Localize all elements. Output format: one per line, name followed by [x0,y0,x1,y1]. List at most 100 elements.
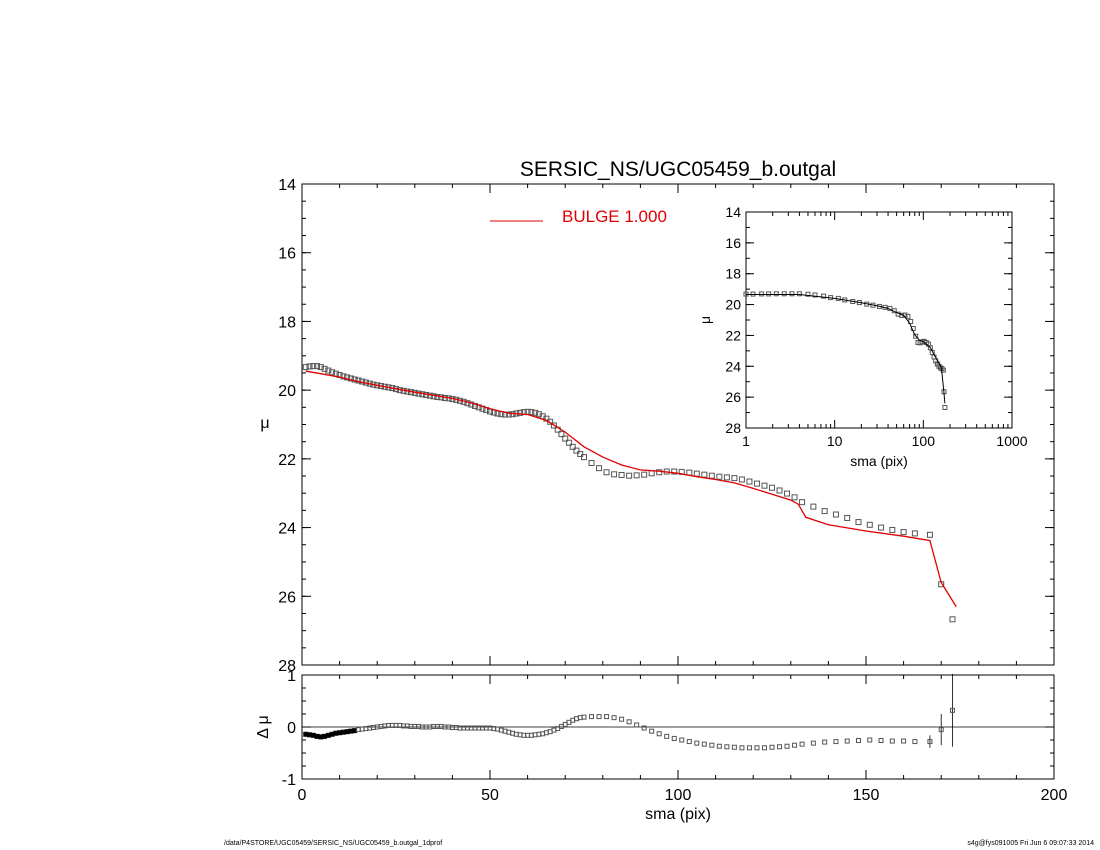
y-tick-label: 1 [287,668,296,685]
main-y-axis-label: μ [260,415,269,432]
residual-point [634,722,640,728]
y-tick-label: 0 [287,720,296,737]
main-plot-frame [301,183,1055,666]
data-point [832,511,839,518]
data-point [796,291,802,297]
data-point [927,345,933,351]
residual-point [901,738,907,744]
data-point [769,484,775,491]
data-point [641,471,648,478]
data-point [799,499,806,506]
residual-point [709,742,715,748]
residual-point [799,741,805,747]
data-point [926,531,933,538]
data-point [558,431,565,438]
data-point [900,529,907,536]
data-point [784,490,791,497]
residual-point [581,714,587,720]
data-point [550,422,557,429]
residual-point [855,738,861,744]
data-point [781,291,787,297]
x-tick-label: 100 [912,433,936,449]
y-tick-label: 20 [725,297,741,313]
data-point [310,363,317,370]
x-tick-label: 150 [853,787,880,804]
residual-point [927,739,933,745]
y-tick-label: 22 [278,452,296,469]
data-point [317,364,324,371]
residual-point [611,715,617,721]
data-point [776,487,783,494]
data-point [565,439,572,446]
data-point [434,394,441,401]
data-point [949,616,956,623]
data-point [942,404,948,410]
data-point [517,409,524,416]
inset-plot-frame [745,211,1013,429]
data-point [708,472,715,479]
residual-point [761,745,767,751]
residual-point [739,745,745,751]
residual-point [810,740,816,746]
residual-point [694,740,700,746]
data-point [347,375,354,382]
data-point [905,313,911,319]
data-point [866,521,873,528]
data-point [577,451,584,458]
data-point [626,472,633,479]
data-point [723,474,730,481]
residual-point [664,733,670,739]
data-point [468,401,475,408]
data-point [306,363,313,370]
residual-point [769,744,775,750]
footer-file-path: /data/P4STORE/UGC05459/SERSIC_NS/UGC0545… [224,840,443,847]
data-point [759,291,765,297]
residual-point [833,739,839,745]
y-tick-label: 20 [278,383,296,400]
data-point [810,503,817,510]
data-point [671,468,678,475]
residual-point [589,714,595,720]
data-point [618,472,625,479]
residual-point [716,743,722,749]
data-point [581,454,587,461]
data-point [603,469,610,476]
residual-point [878,738,884,744]
x-tick-label: 10 [827,433,843,449]
data-point [805,291,811,297]
y-tick-label: 28 [278,658,296,675]
residual-point [656,731,662,737]
data-point [773,291,779,297]
data-point [596,465,603,472]
residual-point [777,744,783,750]
data-point [911,530,918,537]
residual-point [754,745,760,751]
data-point [325,367,332,374]
y-tick-label: 16 [278,246,296,263]
inset-y-axis-label: μ [697,316,713,324]
residual-point [626,719,632,725]
y-tick-label: 24 [725,358,741,374]
data-point [686,469,693,476]
bulge-model-line [305,370,957,607]
y-tick-label: 18 [725,266,741,282]
data-point [648,470,655,477]
x-tick-label: 100 [665,787,692,804]
residual-point [596,714,602,720]
residual-point [889,738,895,744]
residual-point [724,744,730,750]
residual-point [784,743,790,749]
data-point [855,519,862,526]
data-point [913,333,919,339]
residual-point [912,739,918,745]
main-profile-panel: 14 16 18 20 22 24 26 28 μ BULGE 1.000 [260,177,1055,675]
legend-label: BULGE 1.000 [562,207,667,226]
data-point [562,435,569,442]
residual-point [641,725,647,731]
residual-point [619,716,625,722]
data-point [821,293,827,299]
data-point [791,494,798,501]
data-point [889,526,896,533]
residual-point [867,737,873,743]
